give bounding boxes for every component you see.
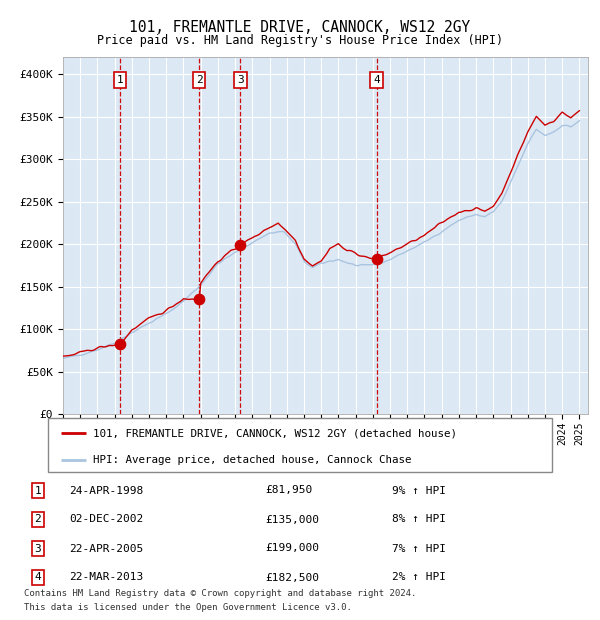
Text: 2% ↑ HPI: 2% ↑ HPI bbox=[392, 572, 446, 583]
Text: 1: 1 bbox=[116, 75, 124, 86]
Text: £81,950: £81,950 bbox=[265, 485, 313, 495]
Text: 3: 3 bbox=[237, 75, 244, 86]
Text: 2: 2 bbox=[196, 75, 203, 86]
Text: £199,000: £199,000 bbox=[265, 544, 319, 554]
Text: 4: 4 bbox=[35, 572, 41, 583]
Point bbox=[115, 340, 125, 350]
Point bbox=[236, 240, 245, 250]
Text: 22-APR-2005: 22-APR-2005 bbox=[70, 544, 144, 554]
Text: 1: 1 bbox=[35, 485, 41, 495]
FancyBboxPatch shape bbox=[48, 418, 552, 472]
Text: £135,000: £135,000 bbox=[265, 515, 319, 525]
Text: 101, FREMANTLE DRIVE, CANNOCK, WS12 2GY: 101, FREMANTLE DRIVE, CANNOCK, WS12 2GY bbox=[130, 20, 470, 35]
Text: 2: 2 bbox=[35, 515, 41, 525]
Text: 24-APR-1998: 24-APR-1998 bbox=[70, 485, 144, 495]
Text: This data is licensed under the Open Government Licence v3.0.: This data is licensed under the Open Gov… bbox=[24, 603, 352, 613]
Text: 9% ↑ HPI: 9% ↑ HPI bbox=[392, 485, 446, 495]
Point bbox=[372, 254, 382, 264]
Text: Contains HM Land Registry data © Crown copyright and database right 2024.: Contains HM Land Registry data © Crown c… bbox=[24, 589, 416, 598]
Text: 3: 3 bbox=[35, 544, 41, 554]
Point bbox=[194, 294, 204, 304]
Text: 7% ↑ HPI: 7% ↑ HPI bbox=[392, 544, 446, 554]
Text: HPI: Average price, detached house, Cannock Chase: HPI: Average price, detached house, Cann… bbox=[94, 455, 412, 465]
Text: 4: 4 bbox=[373, 75, 380, 86]
Text: Price paid vs. HM Land Registry's House Price Index (HPI): Price paid vs. HM Land Registry's House … bbox=[97, 34, 503, 47]
Text: £182,500: £182,500 bbox=[265, 572, 319, 583]
Text: 8% ↑ HPI: 8% ↑ HPI bbox=[392, 515, 446, 525]
Text: 101, FREMANTLE DRIVE, CANNOCK, WS12 2GY (detached house): 101, FREMANTLE DRIVE, CANNOCK, WS12 2GY … bbox=[94, 428, 457, 438]
Text: 22-MAR-2013: 22-MAR-2013 bbox=[70, 572, 144, 583]
Text: 02-DEC-2002: 02-DEC-2002 bbox=[70, 515, 144, 525]
